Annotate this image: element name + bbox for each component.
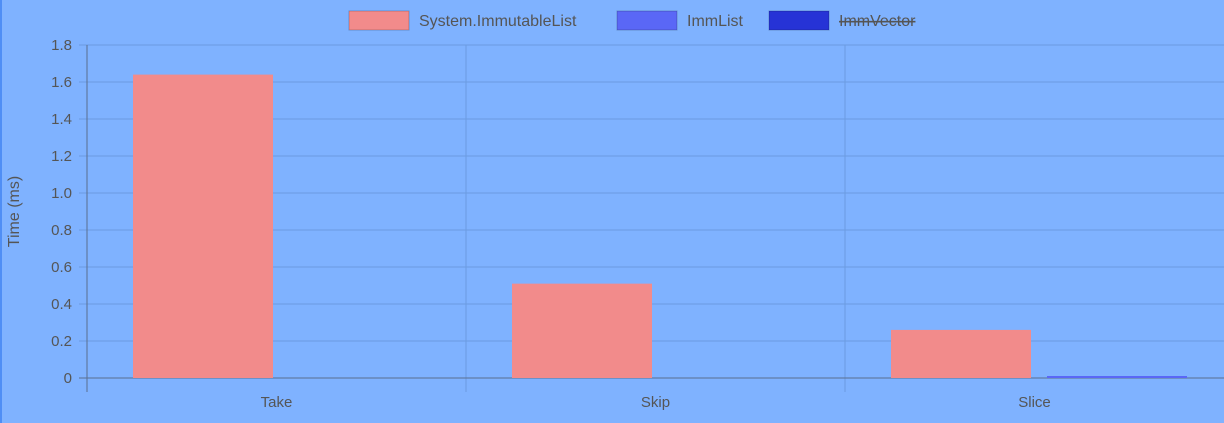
- y-tick-label: 1.2: [51, 148, 72, 165]
- y-tick-label: 0: [64, 370, 72, 387]
- legend-label[interactable]: ImmVector: [839, 13, 916, 30]
- y-tick-label: 0.2: [51, 333, 72, 350]
- bar-skip-series-0: [512, 283, 652, 378]
- bar-slice-series-0: [891, 329, 1031, 378]
- bar-take-series-0: [133, 74, 273, 378]
- y-tick-label: 0.4: [51, 296, 72, 313]
- y-tick-label: 1.8: [51, 37, 72, 54]
- legend-label[interactable]: System.ImmutableList: [419, 13, 577, 30]
- y-tick-label: 1.6: [51, 74, 72, 91]
- y-tick-label: 0.6: [51, 259, 72, 276]
- legend-label[interactable]: ImmList: [687, 13, 744, 30]
- y-tick-label: 0.8: [51, 222, 72, 239]
- x-tick-label: Slice: [1018, 394, 1051, 411]
- bar-slice-series-1: [1047, 376, 1187, 378]
- x-tick-label: Take: [261, 394, 293, 411]
- x-tick-label: Skip: [641, 394, 670, 411]
- legend-swatch[interactable]: [348, 10, 410, 31]
- y-tick-label: 1.4: [51, 111, 72, 128]
- legend-swatch[interactable]: [616, 10, 678, 31]
- y-axis-title: Time (ms): [6, 176, 23, 247]
- legend-swatch[interactable]: [768, 10, 830, 31]
- y-tick-label: 1.0: [51, 185, 72, 202]
